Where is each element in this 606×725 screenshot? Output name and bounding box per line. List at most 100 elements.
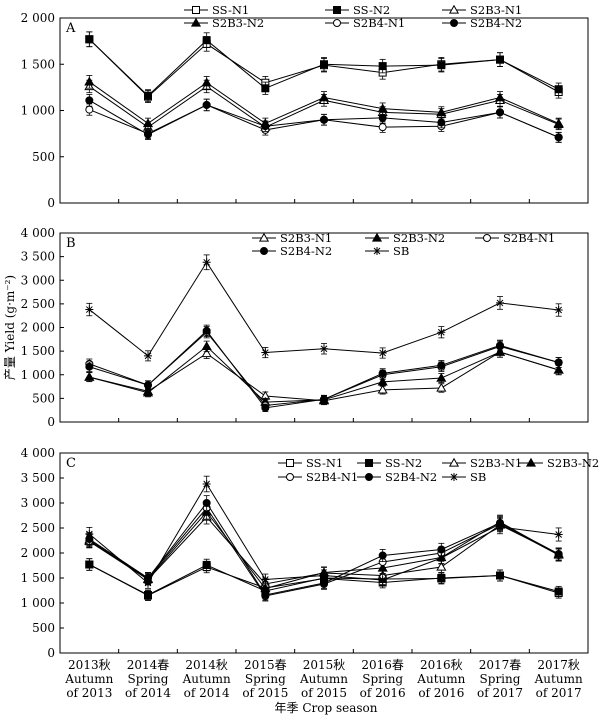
data-point [201,348,212,358]
data-point [142,118,154,128]
panel-b: 0 500 1 000 1 500 2 000 2 500 3 000 3 500 4 000 B… [21,226,589,429]
y-tick-label: 3 500 [21,471,55,485]
data-point [496,523,504,531]
data-point [201,77,212,87]
data-point [378,349,387,358]
x-category-label: Spring [362,672,403,686]
x-category-label: Spring [128,672,169,686]
legend-label: SS-N1 [212,3,249,17]
data-point [437,554,446,562]
legend-item: SB [442,470,486,484]
x-category-label: Spring [480,672,521,686]
x-category-label: of 2014 [125,686,171,700]
data-point [554,85,563,94]
panel-label: A [65,21,76,36]
plot-frame [59,232,589,423]
y-tick-label: 500 [32,621,55,635]
y-tick-label: 0 [47,646,55,660]
legend-label: S2B4-N2 [470,16,522,30]
legend-item: SS-N1 [184,3,249,17]
data-point [554,587,563,596]
legend-marker [286,473,294,481]
series-s2b4-n2 [85,495,563,601]
data-point [378,62,387,71]
data-point [85,305,94,314]
data-point [144,351,152,360]
x-category-label: of 2017 [477,686,523,700]
data-point [261,591,270,599]
legend-label: SB [470,470,486,484]
data-point [378,369,387,378]
legend-label: S2B3-N1 [470,456,522,470]
x-category-label: of 2013 [66,686,112,700]
legend-marker [333,19,341,27]
panel-c: 0 500 1 000 1 500 2 000 2 500 3 000 3 500 4 000 C… [21,446,600,660]
legend-label: S2B4-N1 [353,16,405,30]
data-point [377,376,388,386]
data-point [320,344,328,353]
data-point [144,130,152,139]
x-axis-label: 年季 Crop season [275,701,378,715]
y-tick-label: 3 000 [21,273,55,287]
data-point [144,579,152,587]
x-category-label: 2014秋 [185,658,228,672]
plot-frame [59,17,589,204]
y-tick-label: 2 000 [21,546,55,560]
data-point [202,100,211,109]
y-tick-label: 500 [32,150,55,164]
legend-label: S2B3-N2 [393,231,445,245]
legend-marker [371,232,383,242]
series-sb [85,254,563,362]
y-tick-label: 2 500 [21,521,55,535]
x-category-label: Autumn [416,672,465,686]
data-point [437,118,446,127]
data-point [436,372,447,382]
y-tick-label: 4 000 [21,226,55,240]
y-tick-label: 2 000 [21,11,55,25]
legend-label: S2B3-N2 [212,16,264,30]
data-point [142,387,154,397]
data-point [496,108,504,117]
panel-label: B [66,236,76,251]
legend-item: S2B3-N1 [252,231,332,245]
data-point [201,341,212,351]
x-category-label: of 2015 [242,686,288,700]
data-point [496,298,504,307]
legend-item: SB [365,244,409,258]
legend-marker [483,234,491,242]
data-point [378,113,387,122]
legend-label: SS-N2 [385,456,422,470]
data-point [378,551,387,560]
legend-item: S2B4-N1 [325,16,405,30]
series-sb [85,475,563,589]
legend-label: S2B4-N2 [385,470,437,484]
y-tick-label: 3 500 [21,250,55,264]
data-point [85,530,94,538]
legend-item: SS-N2 [357,456,422,470]
legend-item: S2B4-N2 [252,244,332,258]
legend-marker [525,457,537,467]
y-tick-label: 3 000 [21,496,55,510]
data-point [85,35,94,44]
legend: S2B3-N1 S2B3-N2 S2B4-N1 S2B4-N2 SB [252,231,555,258]
data-point [377,384,388,394]
data-point [320,115,328,124]
x-category-label: 2015秋 [303,658,346,672]
legend-item: S2B3-N1 [442,456,522,470]
x-category-label: of 2016 [418,686,464,700]
legend-marker [365,459,373,467]
data-point [320,571,328,580]
series-s2b4-n2 [85,324,563,412]
legend-item: SS-N1 [278,456,343,470]
legend-marker [258,232,270,242]
x-category-label: of 2016 [360,686,406,700]
data-point [553,364,564,374]
data-point [496,55,504,64]
legend-marker [450,473,458,481]
data-point [436,382,447,392]
series-line [89,351,559,402]
legend: SS-N1 SS-N2 S2B3-N1 S2B3-N2 S2B4-N1 S2B4-N2 SB [278,456,599,484]
series-ss-n2 [85,31,563,103]
x-category-label: Autumn [182,672,231,686]
